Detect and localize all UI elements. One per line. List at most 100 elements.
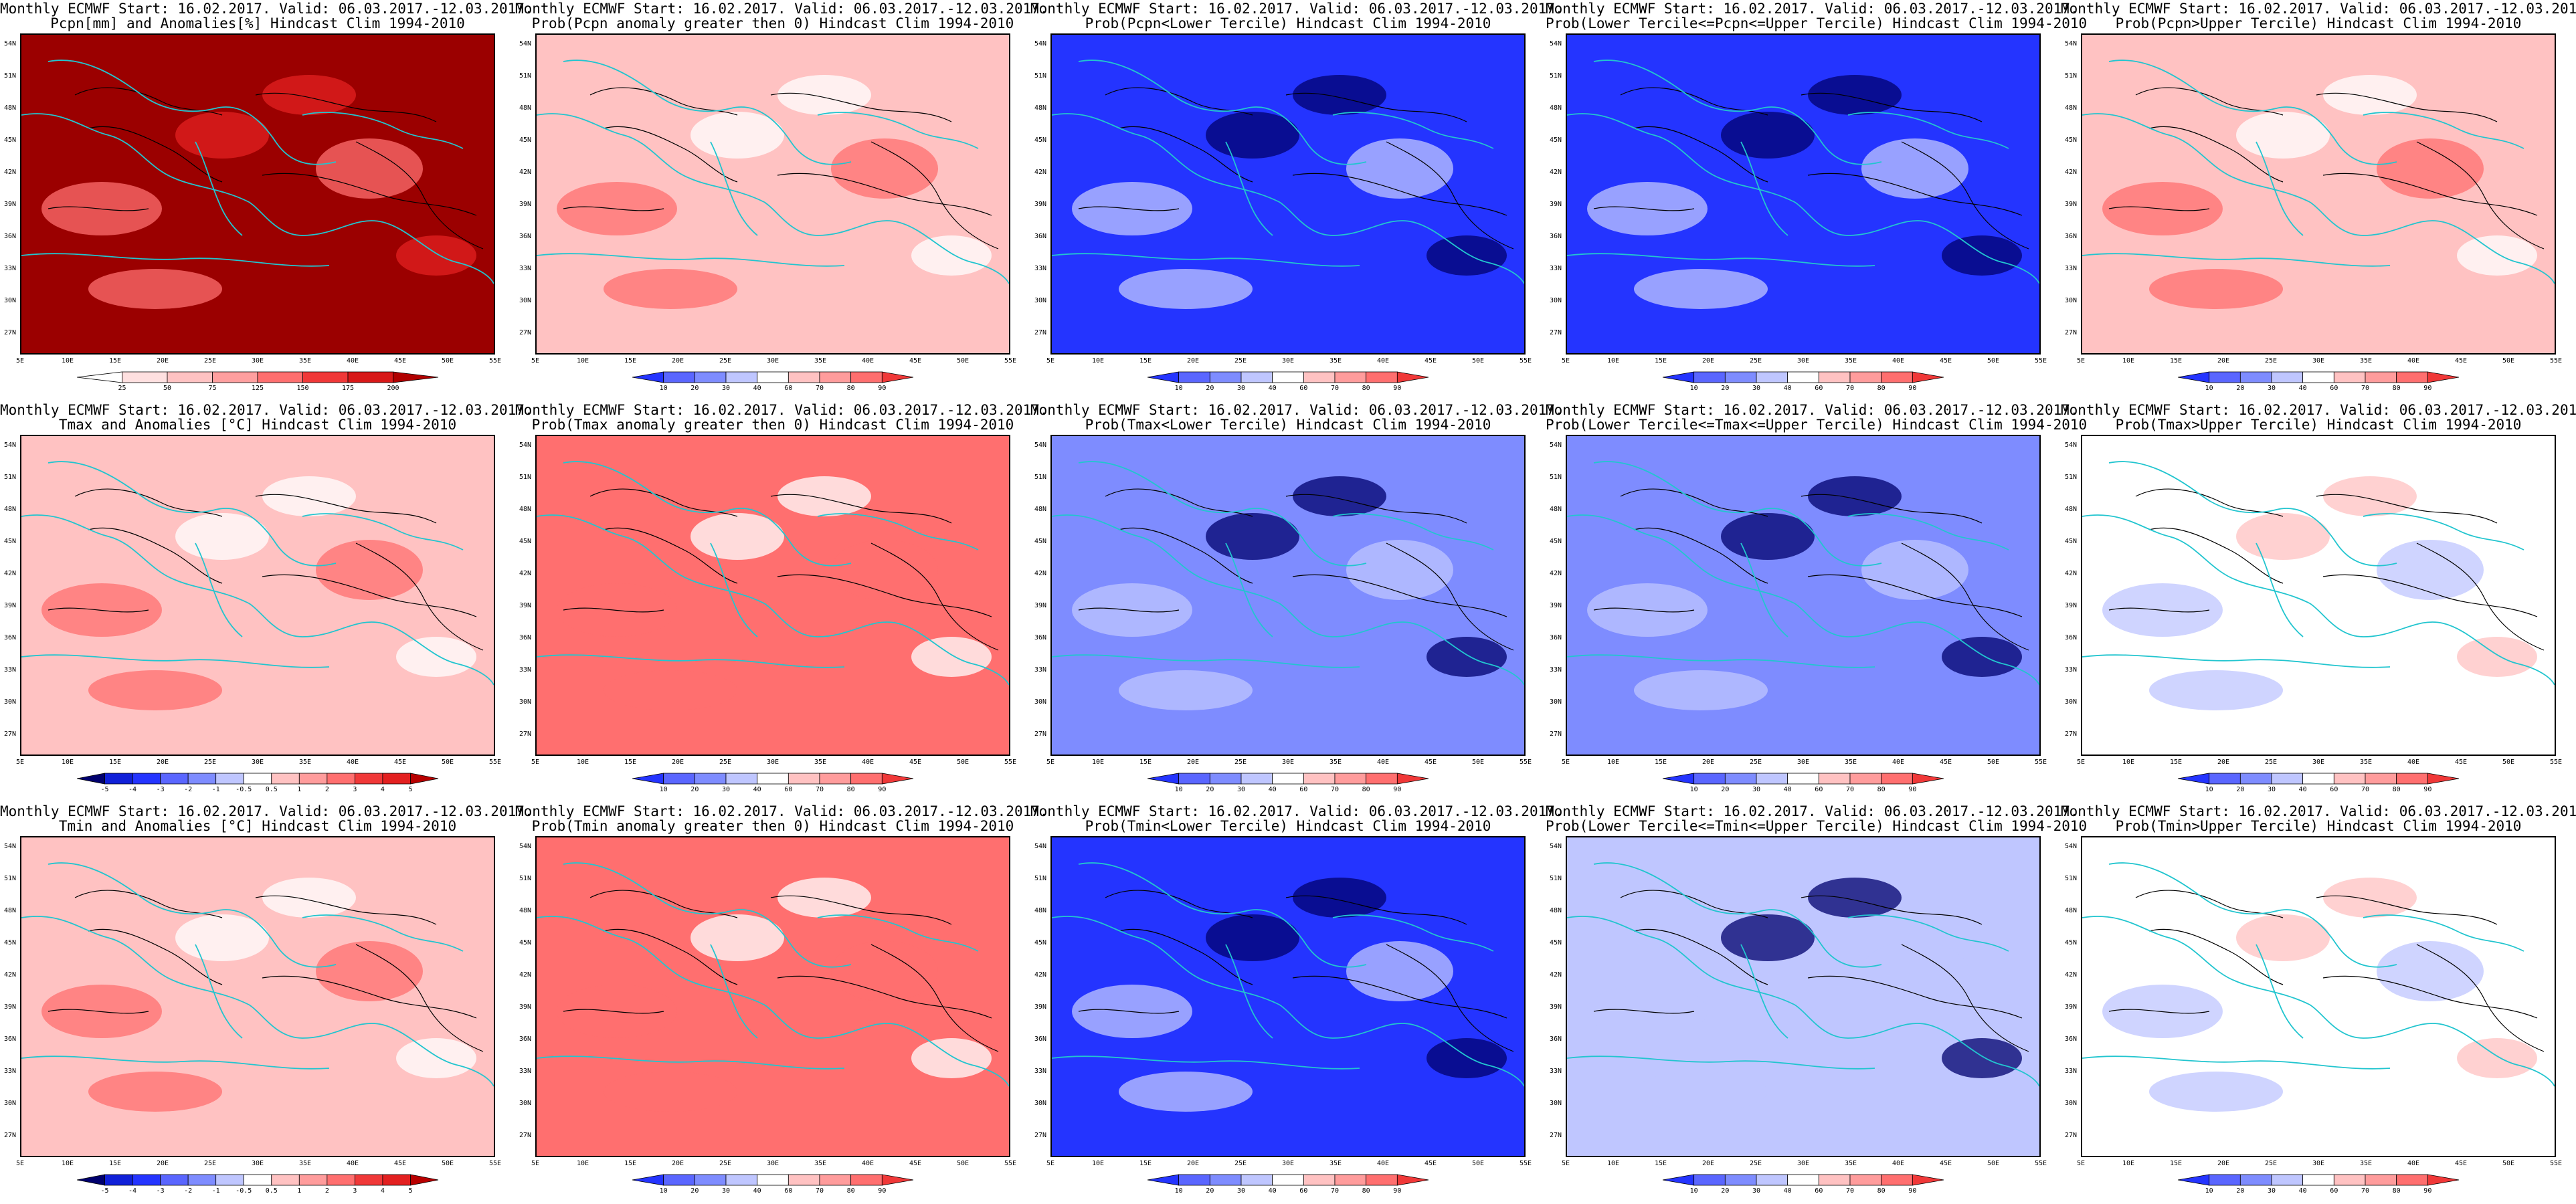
colorbar-canvas <box>1147 371 1429 383</box>
lon-tick-label: 55E <box>488 759 502 766</box>
lat-tick-label: 39N <box>519 1003 532 1011</box>
field-patch <box>777 878 871 918</box>
map-frame <box>535 435 1010 756</box>
colorbar-tick-label: 70 <box>1330 1187 1340 1195</box>
lon-tick-label: 35E <box>2359 759 2373 766</box>
colorbar <box>76 371 439 383</box>
coastline <box>817 513 979 550</box>
panel-title-line1: Monthly ECMWF Start: 16.02.2017. Valid: … <box>515 1 1048 17</box>
lon-tick-label: 10E <box>2122 759 2135 766</box>
field-patch <box>1721 112 1815 159</box>
field-patch <box>1206 112 1299 159</box>
colorbar-canvas <box>1147 1174 1429 1186</box>
lat-tick-label: 39N <box>2065 1003 2078 1011</box>
lon-tick-label: 5E <box>1046 1160 1055 1167</box>
lon-tick-label: 25E <box>1749 357 1762 365</box>
field-patch <box>396 1038 476 1078</box>
colorbar-segment <box>694 773 727 785</box>
field-patch <box>1119 269 1253 309</box>
isoline <box>1285 895 1467 925</box>
isoline <box>563 206 664 211</box>
panel-title-line1: Monthly ECMWF Start: 16.02.2017. Valid: … <box>1030 1 1564 17</box>
colorbar-tick-label: 60 <box>1815 786 1823 793</box>
colorbar-segment <box>2209 371 2241 383</box>
colorbar-tick-label: -2 <box>184 786 193 793</box>
colorbar-tick-label: 90 <box>878 385 887 392</box>
colorbar-end-triangle <box>2427 371 2460 383</box>
coastline <box>1593 60 1882 165</box>
lat-tick-label: 51N <box>519 474 532 481</box>
colorbar-tick-label: 3 <box>353 1187 357 1195</box>
colorbar-tick-label: 60 <box>784 385 793 392</box>
field-patch <box>1119 670 1253 710</box>
colorbar-canvas <box>76 773 439 785</box>
colorbar-segment <box>1303 1174 1336 1186</box>
lat-tick-label: 27N <box>519 1132 532 1139</box>
colorbar-end-triangle <box>1147 1174 1180 1186</box>
lon-tick-label: 40E <box>1892 1160 1905 1167</box>
lat-tick-label: 39N <box>4 602 17 609</box>
colorbar-tick-label: 90 <box>1393 1187 1402 1195</box>
colorbar-tick-label: 90 <box>878 786 887 793</box>
lon-tick-label: 20E <box>671 1160 684 1167</box>
lon-tick-label: 20E <box>2217 1160 2230 1167</box>
lat-tick-label: 30N <box>519 698 532 706</box>
panel-title-line1: Monthly ECMWF Start: 16.02.2017. Valid: … <box>0 1 533 17</box>
field-patch <box>831 138 938 199</box>
lon-tick-label: 35E <box>298 759 312 766</box>
colorbar-tick-label: 10 <box>1689 786 1698 793</box>
lon-tick-label: 15E <box>1139 357 1152 365</box>
lon-tick-label: 50E <box>1471 759 1485 766</box>
isoline <box>255 895 437 925</box>
panel-title-line1: Monthly ECMWF Start: 16.02.2017. Valid: … <box>2061 402 2576 418</box>
isoline <box>1078 607 1180 613</box>
lon-tick-label: 45E <box>909 759 922 766</box>
lat-tick-label: 27N <box>2065 730 2078 738</box>
colorbar-segment <box>1881 1174 1913 1186</box>
coastline <box>48 862 337 968</box>
lon-tick-label: 40E <box>861 759 875 766</box>
lat-tick-label: 45N <box>519 939 532 946</box>
lon-tick-label: 5E <box>1561 1160 1570 1167</box>
lon-tick-label: 20E <box>671 357 684 365</box>
field-patch <box>604 670 737 710</box>
coastline <box>1567 916 2039 1087</box>
lat-tick-label: 48N <box>1034 907 1047 914</box>
lat-tick-label: 42N <box>519 169 532 176</box>
lon-tick-label: 5E <box>1561 759 1570 766</box>
lat-tick-label: 51N <box>1034 72 1047 80</box>
lat-tick-label: 48N <box>2065 907 2078 914</box>
lon-tick-label: 35E <box>814 1160 827 1167</box>
colorbar-segment <box>1849 371 1882 383</box>
lat-tick-label: 36N <box>4 233 17 240</box>
colorbar-end-triangle <box>632 371 664 383</box>
coastline <box>1225 944 1273 1039</box>
colorbar-segment <box>850 773 883 785</box>
isoline <box>2148 928 2284 985</box>
lon-tick-label: 45E <box>1939 759 1952 766</box>
lon-tick-label: 50E <box>2502 759 2515 766</box>
panel-title-line2: Prob(Pcpn<Lower Tercile) Hindcast Clim 1… <box>1085 15 1491 31</box>
lon-tick-label: 15E <box>2169 357 2183 365</box>
isoline <box>563 607 664 613</box>
lon-tick-label: 45E <box>1424 1160 1437 1167</box>
colorbar-segment <box>212 371 258 383</box>
lon-tick-label: 25E <box>2264 1160 2278 1167</box>
colorbar <box>1662 773 1944 785</box>
lon-tick-label: 20E <box>1701 759 1715 766</box>
colorbar-segment <box>1724 773 1757 785</box>
lon-tick-label: 45E <box>2454 1160 2468 1167</box>
field-patch <box>1293 476 1386 516</box>
coastline <box>2363 914 2524 952</box>
colorbar-end-triangle <box>2177 371 2210 383</box>
colorbar-tick-label: 70 <box>1330 385 1340 392</box>
map-frame <box>1566 836 2041 1157</box>
coastline <box>302 513 464 550</box>
lon-tick-label: 55E <box>2034 1160 2047 1167</box>
isoline <box>1801 895 1983 925</box>
lon-tick-label: 50E <box>1471 357 1485 365</box>
lat-tick-label: 48N <box>2065 104 2078 112</box>
field-patch <box>1942 1038 2022 1078</box>
colorbar-segment <box>1240 371 1273 383</box>
lat-tick-label: 51N <box>2065 474 2078 481</box>
